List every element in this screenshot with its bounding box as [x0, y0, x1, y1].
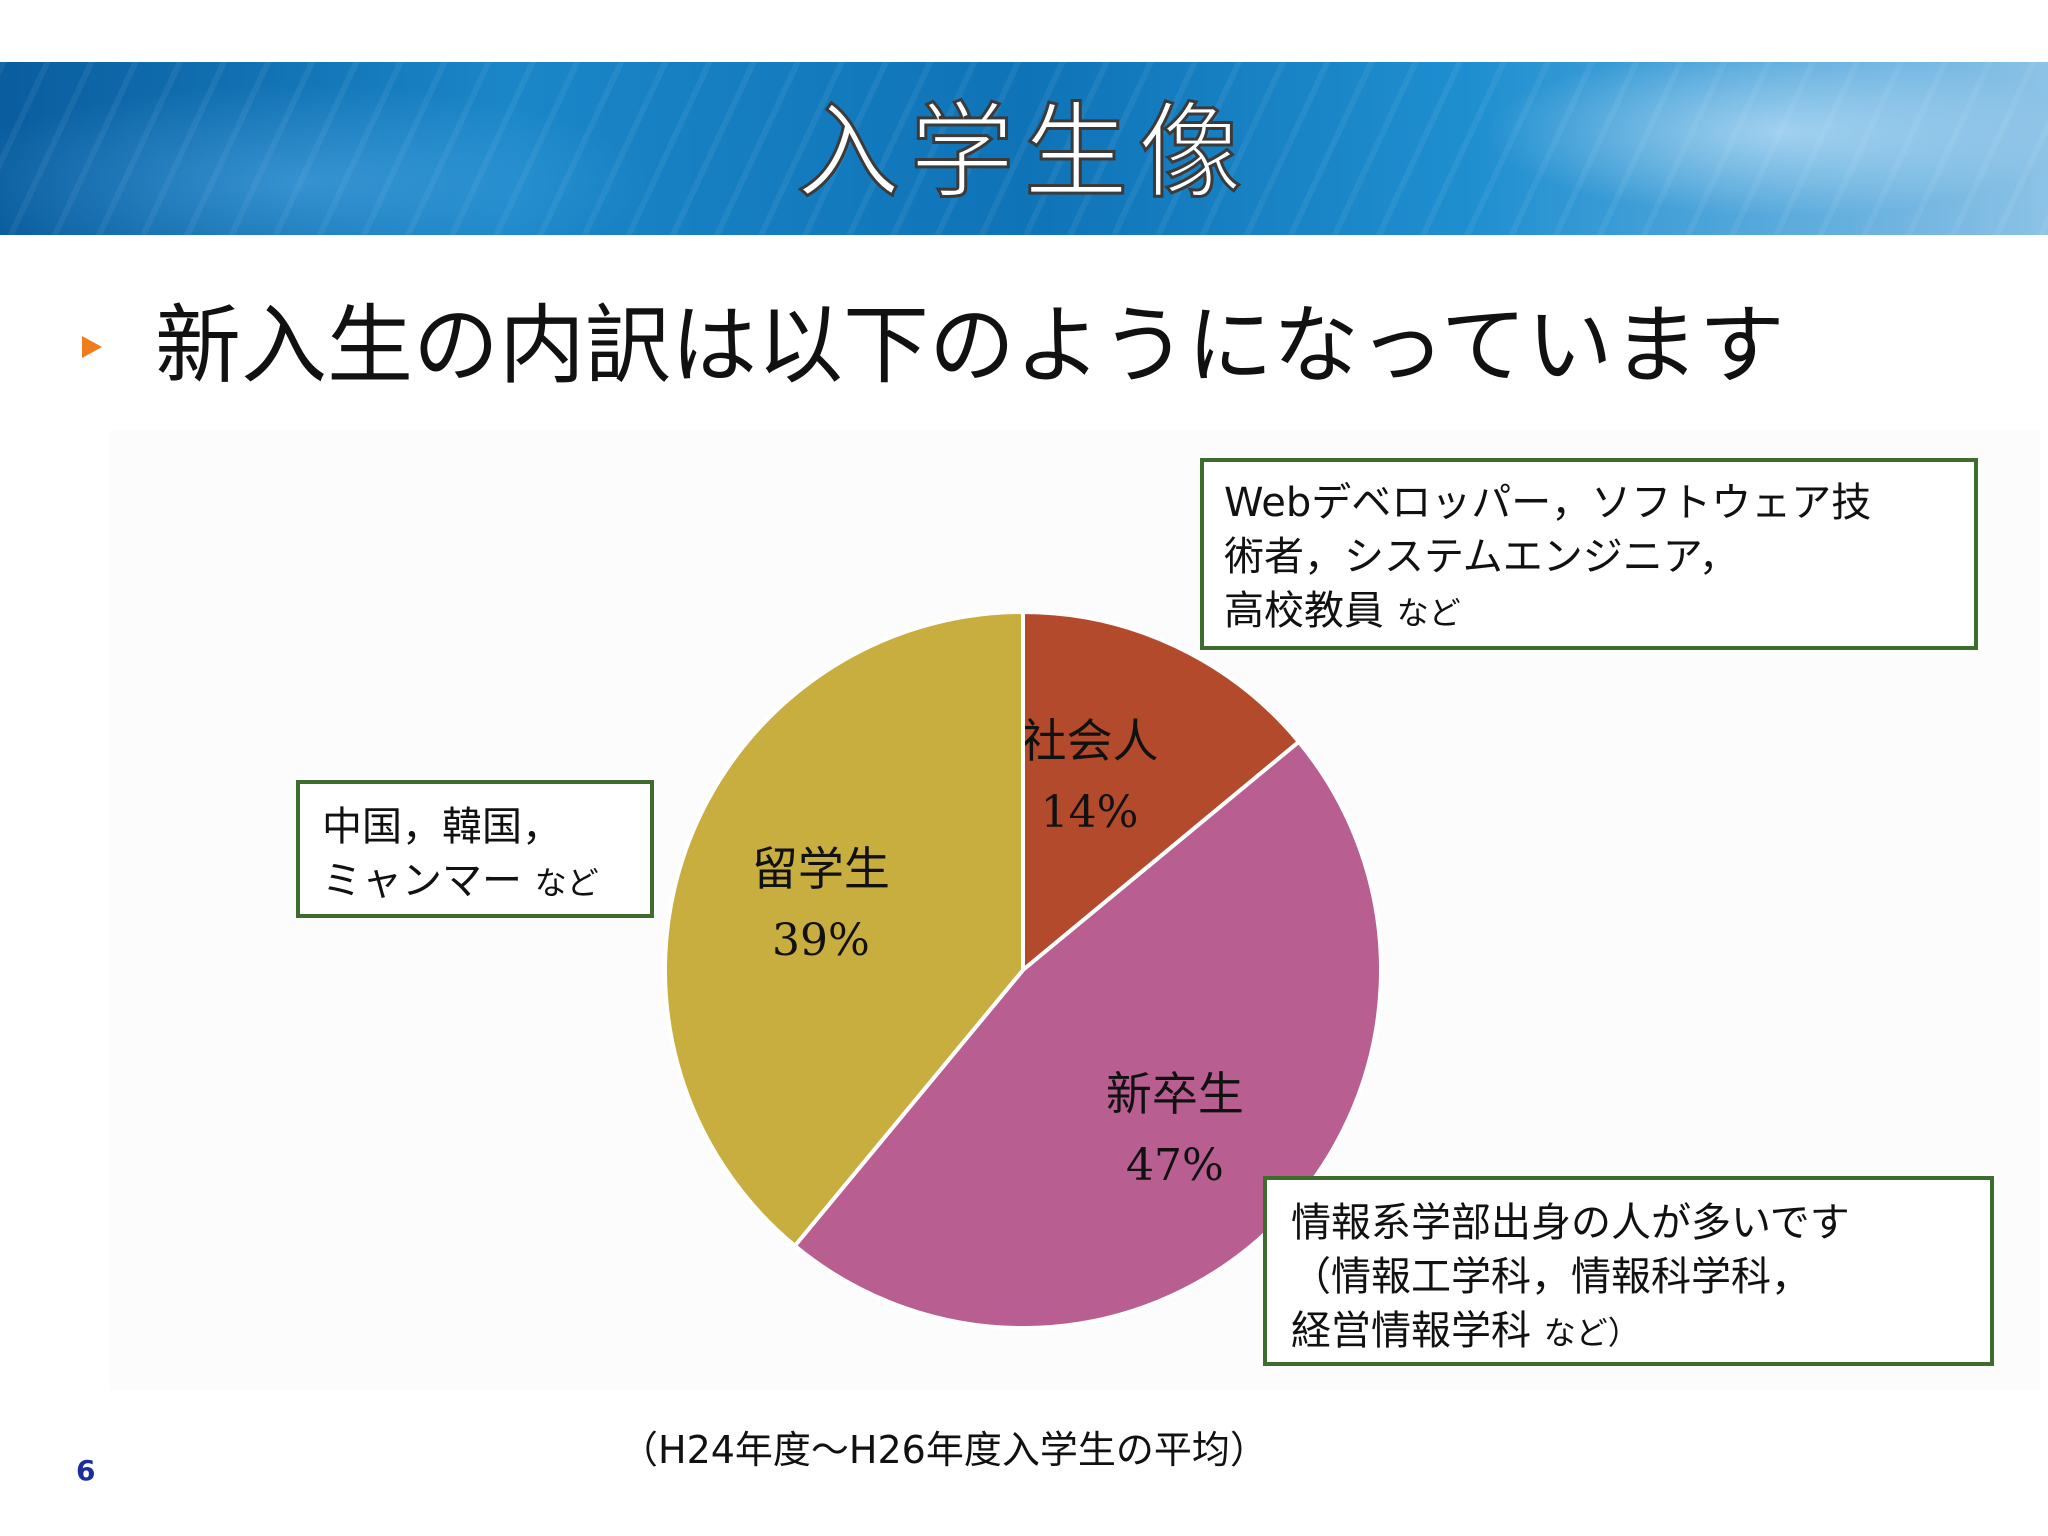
callout-ryugakusei: 中国，韓国， ミャンマー など — [296, 780, 654, 918]
pie-label-value: 14% — [1041, 787, 1139, 838]
chart-footnote: （H24年度～H26年度入学生の平均） — [620, 1428, 1268, 1472]
callout-line: 中国，韓国， — [322, 804, 562, 850]
pie-label-value: 47% — [1126, 1140, 1224, 1191]
callout-text: ミャンマー — [322, 858, 522, 904]
callout-line: Webデベロッパー，ソフトウェア技 — [1224, 480, 1872, 526]
callout-shinsotsu: 情報系学部出身の人が多いです （情報工学科，情報科学科， 経営情報学科 など） — [1263, 1176, 1994, 1366]
pie-slice-ryugakusei — [663, 609, 1025, 1249]
callout-line: 情報系学部出身の人が多いです — [1291, 1200, 1850, 1246]
callout-text: 高校教員 — [1224, 588, 1384, 634]
title-banner — [0, 62, 2048, 235]
callout-line: 術者，システムエンジニア， — [1224, 534, 1739, 580]
slide-heading: 新入生の内訳は以下のようになっています — [155, 296, 1785, 396]
callout-suffix: など — [1396, 594, 1461, 632]
bullet-arrow-icon — [82, 336, 102, 358]
pie-label-value: 39% — [772, 915, 870, 966]
callout-line: ミャンマー など — [322, 854, 650, 910]
callout-text: 経営情報学科 — [1291, 1308, 1531, 1354]
callout-line: 高校教員 など — [1224, 584, 1974, 640]
callout-suffix: など — [534, 864, 599, 902]
callout-line: （情報工学科，情報科学科， — [1291, 1254, 1811, 1300]
pie-label-category: 新卒生 — [1106, 1067, 1244, 1121]
slide-title: 入学生像 — [794, 91, 1252, 214]
callout-line: 経営情報学科 など） — [1291, 1304, 1990, 1360]
pie-label-category: 留学生 — [752, 842, 890, 896]
callout-shakaijin: Webデベロッパー，ソフトウェア技 術者，システムエンジニア， 高校教員 など — [1200, 458, 1978, 650]
callout-suffix: など） — [1543, 1314, 1640, 1352]
page-number: 6 — [76, 1454, 96, 1487]
pie-slice-shakaijin — [1021, 609, 1302, 975]
pie-label-category: 社会人 — [1021, 714, 1159, 768]
